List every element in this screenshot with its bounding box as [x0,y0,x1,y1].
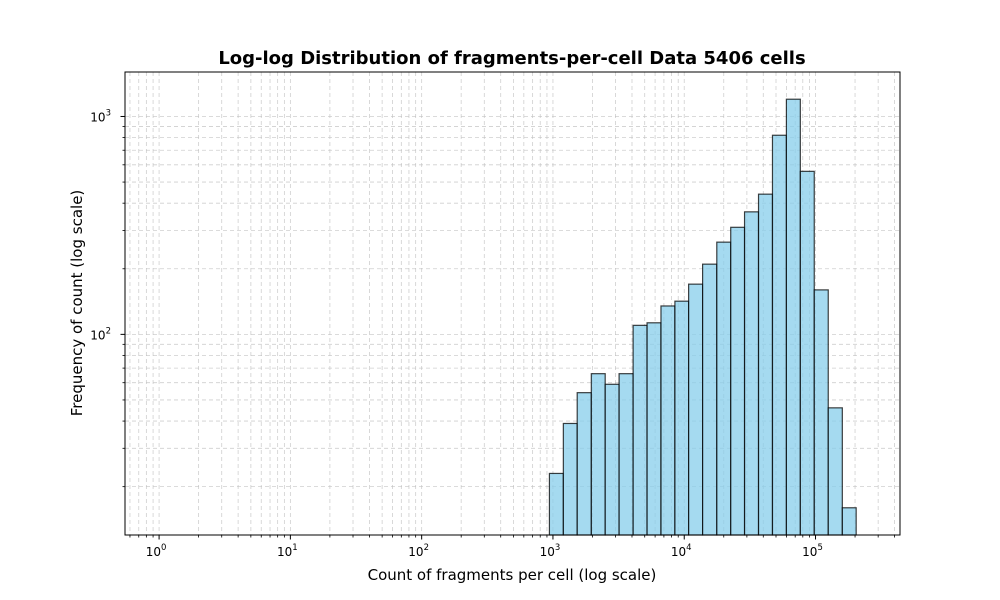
chart-title: Log-log Distribution of fragments-per-ce… [218,48,805,69]
histogram-bar [660,305,676,536]
y-axis-label: Frequency of count (log scale) [68,190,86,417]
histogram-bar [716,241,732,536]
x-tick-label: 105 [802,543,823,559]
histogram-bar [743,211,760,536]
histogram-bar [618,373,634,536]
histogram-bar [813,289,829,536]
axis-ticks: 100 101 102 103 104 105 102 103 [90,108,895,559]
histogram-bar [688,283,704,536]
histogram-bars [548,98,857,536]
y-tick-label: 103 [90,108,111,124]
x-tick-label: 103 [540,543,561,559]
histogram-bar [771,134,787,536]
histogram-bar [604,383,620,536]
histogram-bar [646,322,662,536]
x-tick-label: 102 [408,543,429,559]
x-tick-label: 100 [146,543,167,559]
histogram-bar [730,226,746,536]
histogram-bar [757,193,774,536]
plot-frame [124,71,901,536]
x-tick-label: 101 [277,543,298,559]
histogram-bar [799,170,815,536]
histogram-bar [827,407,843,536]
y-tick-label: 102 [90,326,111,342]
histogram-bar [785,98,801,536]
histogram-bar [702,263,718,536]
x-axis-label: Count of fragments per cell (log scale) [368,566,657,584]
histogram-bar [841,507,857,536]
histogram-bar [562,422,578,536]
histogram-bar [590,373,606,536]
histogram-bar [674,300,690,536]
histogram-bar [632,324,648,536]
histogram-bar [548,472,564,536]
x-tick-label: 104 [671,543,692,559]
histogram-bar [576,392,592,536]
